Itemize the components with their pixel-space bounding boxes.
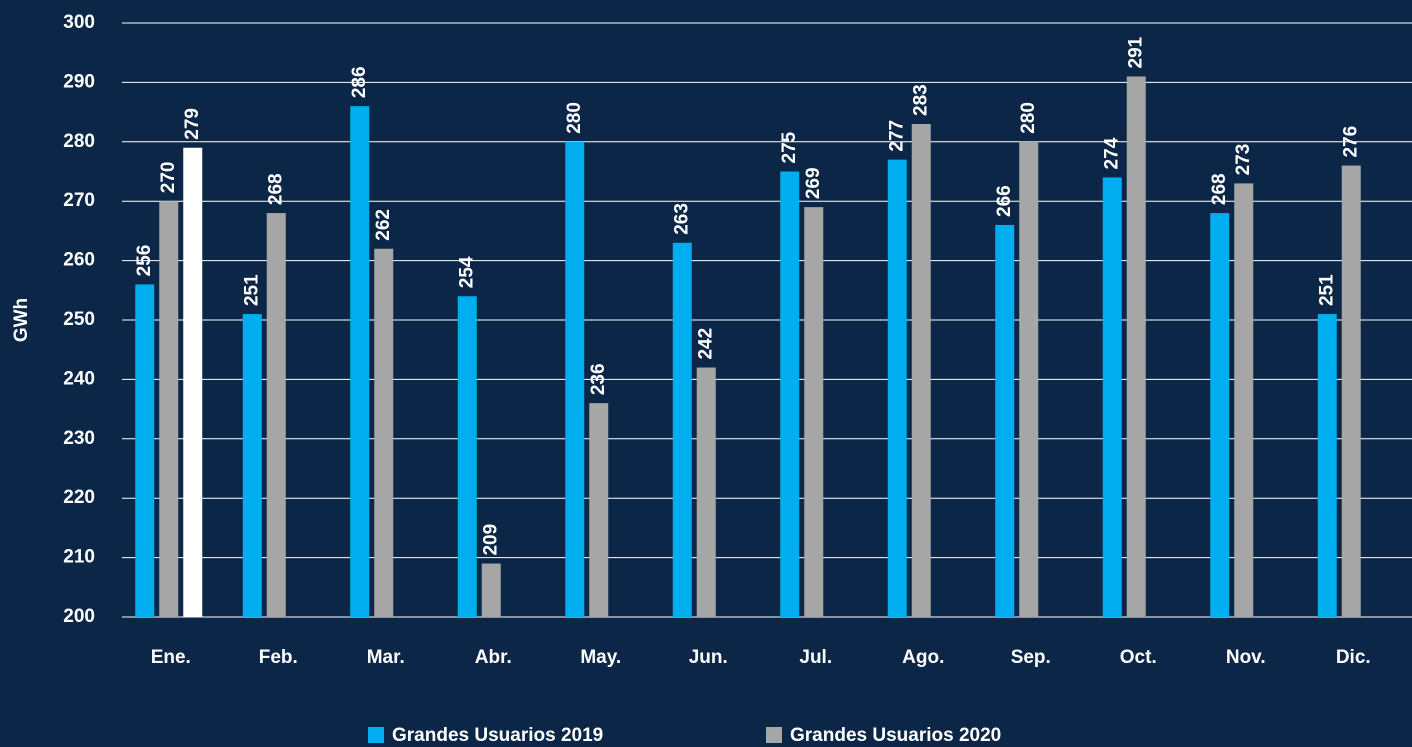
bar [1234,183,1254,617]
value-label: 280 [564,102,585,134]
bar [565,141,585,618]
y-tick-label: 290 [63,71,95,92]
bar [481,563,501,617]
x-tick-label: Abr. [475,647,512,668]
bar [1210,213,1230,617]
value-label: 256 [134,245,155,277]
bar [780,171,800,617]
value-label: 236 [588,363,609,395]
bar [995,224,1015,617]
bar [374,248,394,617]
bar [589,403,609,617]
bar [159,201,179,617]
value-label: 251 [1316,274,1337,306]
bar [457,296,477,617]
y-tick-label: 200 [63,606,95,627]
value-label: 277 [886,120,907,152]
x-tick-label: Ago. [902,647,944,668]
y-tick-label: 260 [63,250,95,271]
x-tick-label: Mar. [367,647,405,668]
value-label: 262 [373,209,394,241]
value-label: 274 [1101,137,1122,169]
bar [1317,314,1337,617]
x-tick-label: Sep. [1011,647,1051,668]
bar [1126,76,1146,617]
bar [1341,165,1361,617]
value-label: 266 [994,185,1015,217]
legend-swatch [766,727,782,743]
y-axis-label: GWh [11,298,32,342]
value-label: 273 [1233,144,1254,176]
legend-swatch [368,727,384,743]
value-label: 279 [182,108,203,140]
bar [672,242,692,617]
x-tick-label: Nov. [1226,647,1266,668]
value-label: 291 [1125,36,1146,68]
x-tick-label: Ene. [151,647,191,668]
bar [183,147,203,618]
value-label: 242 [695,328,716,360]
bar [135,284,155,617]
x-tick-label: Jun. [689,647,728,668]
x-tick-label: Dic. [1336,647,1371,668]
x-tick-label: May. [580,647,621,668]
value-label: 268 [1209,173,1230,205]
y-tick-label: 210 [63,547,95,568]
value-label: 254 [456,256,477,288]
bar [242,314,262,617]
y-tick-label: 220 [63,487,95,508]
y-tick-label: 270 [63,190,95,211]
bar [887,159,907,617]
value-label: 270 [158,161,179,193]
y-tick-label: 280 [63,131,95,152]
value-label: 269 [803,167,824,199]
y-tick-label: 230 [63,428,95,449]
value-label: 268 [265,173,286,205]
legend-label: Grandes Usuarios 2019 [392,725,603,746]
value-label: 275 [779,131,800,163]
y-tick-label: 240 [63,368,95,389]
value-label: 280 [1018,102,1039,134]
bar [804,207,824,617]
legend-label: Grandes Usuarios 2020 [790,725,1001,746]
bar [266,213,286,617]
x-tick-label: Jul. [799,647,832,668]
bar [350,106,370,617]
value-label: 276 [1340,126,1361,158]
value-label: 286 [349,66,370,98]
bar [1102,177,1122,617]
bar [1019,141,1039,618]
value-label: 263 [671,203,692,235]
bar [911,123,931,617]
x-tick-label: Feb. [259,647,298,668]
value-label: 209 [480,524,501,556]
y-tick-label: 300 [63,12,95,33]
x-tick-label: Oct. [1120,647,1157,668]
value-label: 251 [241,274,262,306]
bar [696,367,716,617]
value-label: 283 [910,84,931,116]
y-tick-label: 250 [63,309,95,330]
